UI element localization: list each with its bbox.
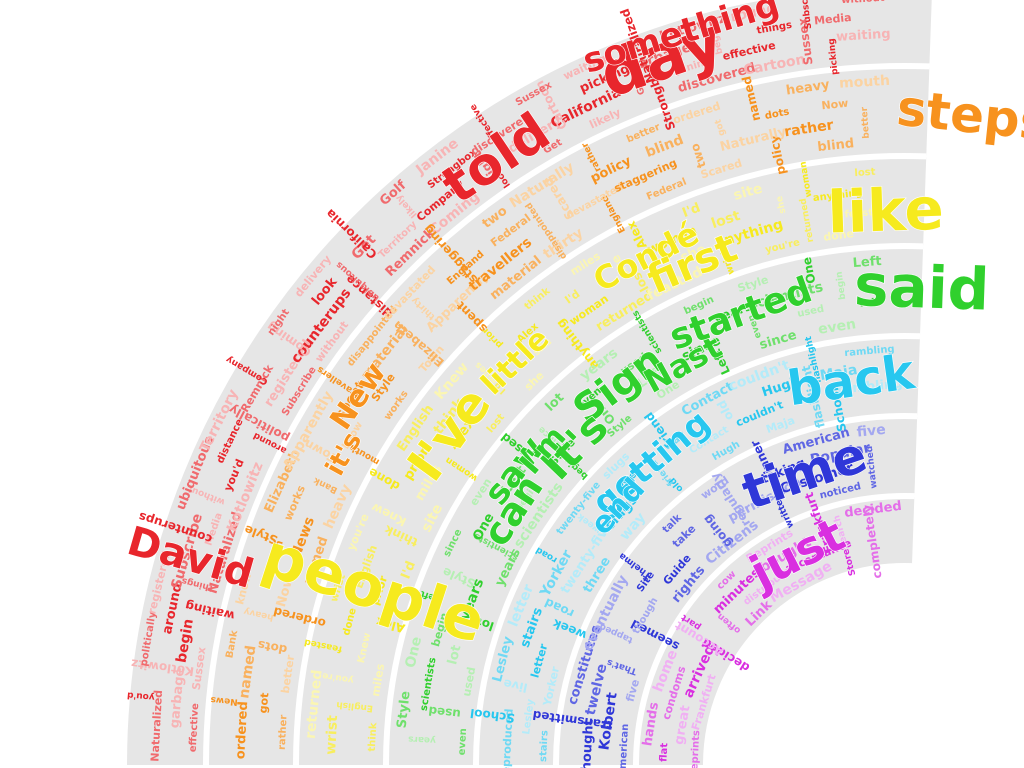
band-separator: [703, 563, 913, 766]
word: named: [236, 644, 259, 699]
word: I'd: [398, 559, 419, 581]
band-separator: [123, 0, 764, 766]
word: wrist: [323, 714, 341, 755]
word: Reprints: [689, 730, 702, 768]
sky-band: [477, 337, 920, 765]
word: Lesley: [521, 698, 537, 735]
word: got: [257, 692, 272, 714]
band-separator: [635, 495, 915, 766]
word: you're: [322, 670, 355, 685]
word: miles: [369, 662, 387, 697]
word: lot: [474, 614, 496, 633]
word: I'd: [680, 201, 702, 222]
word: Sussex: [795, 17, 815, 66]
word: feasted: [844, 206, 887, 220]
word: heavy: [785, 77, 831, 98]
word: rambling: [837, 376, 904, 397]
word: reproduced: [499, 708, 516, 768]
word: better: [279, 653, 298, 694]
word: One: [800, 256, 819, 285]
word: stairs: [538, 730, 551, 762]
band-separator: [385, 245, 924, 766]
band-separator: [295, 155, 927, 766]
word: even: [817, 316, 857, 338]
orange-band: [207, 66, 930, 766]
word: Maja: [819, 362, 859, 384]
word: One: [403, 635, 426, 669]
big-word: said: [853, 251, 990, 324]
word: Bank: [224, 629, 240, 659]
word: live: [502, 676, 529, 695]
yellow-band: [297, 157, 927, 766]
word: rambling: [844, 344, 895, 359]
word: got: [713, 117, 728, 137]
word: Media: [814, 11, 853, 28]
word: thought: [579, 719, 597, 768]
word: Style: [395, 690, 414, 729]
word: Now: [821, 97, 849, 113]
word: used: [460, 666, 478, 698]
blue-band: [557, 417, 918, 765]
word: watched: [865, 445, 880, 489]
word: picking: [827, 38, 841, 76]
rainbow-bands: [123, 0, 932, 766]
word: site: [732, 181, 765, 204]
red-band: [125, 0, 932, 765]
word: Left: [852, 254, 882, 271]
word: garbage: [167, 667, 188, 729]
word: without: [841, 0, 885, 6]
word: decided: [843, 499, 902, 521]
band-separator: [555, 415, 918, 766]
word: used: [796, 304, 825, 320]
word: rather: [783, 117, 834, 140]
word: flat: [658, 742, 670, 762]
word: done: [823, 227, 855, 244]
word: used: [428, 704, 462, 722]
word: begin: [835, 271, 849, 301]
word: waiting: [836, 27, 891, 45]
word: she: [775, 195, 789, 215]
word: dots: [764, 106, 790, 122]
word: better: [860, 106, 872, 139]
word: returned: [303, 669, 326, 740]
word: five: [856, 422, 886, 441]
word: even: [457, 728, 469, 756]
word: lot: [445, 644, 464, 667]
word: five: [624, 678, 643, 703]
band-separator: [205, 65, 930, 766]
word: lot: [859, 295, 877, 309]
word: Sussex: [190, 646, 209, 691]
word: School: [469, 706, 515, 725]
word: American: [617, 723, 631, 768]
word: you'd: [127, 689, 155, 701]
big-word: like: [826, 175, 944, 247]
word: think: [367, 722, 380, 752]
band-separator: [475, 335, 921, 766]
word: great: [672, 704, 694, 746]
word: ordered: [233, 701, 251, 760]
magenta-band: [637, 497, 915, 765]
word: mouth: [839, 73, 891, 92]
word: blind: [817, 136, 855, 155]
word: effective: [188, 703, 202, 753]
green-band: [387, 246, 924, 765]
word: News: [210, 694, 238, 707]
word: lost: [854, 167, 876, 179]
word: English: [336, 699, 374, 713]
word: begin: [174, 618, 197, 664]
word: rather: [277, 714, 290, 750]
word: years: [408, 733, 436, 744]
word: Naturalized: [148, 690, 165, 762]
word: dots: [257, 638, 289, 657]
word: hands: [640, 701, 662, 747]
